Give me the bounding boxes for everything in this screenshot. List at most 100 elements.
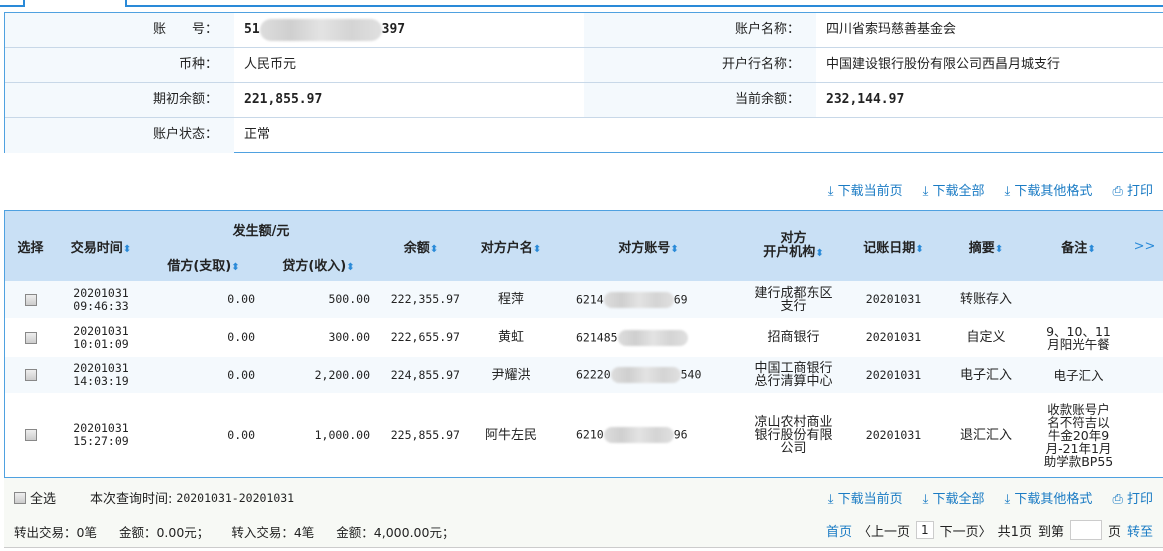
row-checkbox[interactable] bbox=[24, 331, 37, 344]
account-number-label: 账 号： bbox=[5, 13, 234, 47]
download-page-button[interactable]: ⤓ 下载当前页 bbox=[827, 184, 903, 199]
col-balance[interactable]: 余额⬍ bbox=[376, 211, 466, 281]
col-remark[interactable]: 备注⬍ bbox=[1031, 211, 1126, 281]
status-label: 账户状态： bbox=[5, 118, 234, 153]
cell-credit: 500.00 bbox=[261, 281, 376, 318]
incoming-count: 转入交易：4笔 bbox=[231, 525, 315, 540]
sort-icon[interactable]: ⬍ bbox=[429, 243, 439, 255]
account-info-panel: 账 号： 51 397 账户名称： 四川省索玛慈善基金会 币种： 人民币元 开户行… bbox=[4, 12, 1163, 153]
sort-icon[interactable]: ⬍ bbox=[670, 243, 679, 255]
col-date[interactable]: 记账日期⬍ bbox=[846, 211, 941, 281]
prev-page-link[interactable]: 〈上一页 bbox=[858, 524, 911, 540]
download-all-button[interactable]: ⤓ 下载全部 bbox=[922, 184, 985, 199]
row-checkbox[interactable] bbox=[24, 293, 37, 306]
table-row[interactable]: 20201031 14:03:19 0.00 2,200.00 224,855.9… bbox=[5, 357, 1163, 393]
pagination: 首页 〈上一页 1 下一页〉 共1页 到第 页 转至 bbox=[826, 520, 1153, 540]
download-page-button[interactable]: ⤓ 下载当前页 bbox=[827, 492, 903, 507]
cell-institution: 招商银行 bbox=[767, 330, 820, 345]
goto-page-input[interactable] bbox=[1069, 520, 1102, 540]
current-page[interactable]: 1 bbox=[916, 521, 934, 539]
tab-edge bbox=[125, 0, 1163, 7]
sort-icon[interactable]: ⬍ bbox=[915, 243, 924, 255]
sort-icon[interactable]: ⬍ bbox=[815, 247, 824, 259]
col-institution[interactable]: 对方 开户机构⬍ bbox=[741, 211, 846, 281]
print-button[interactable]: ⎙ 打印 bbox=[1112, 492, 1153, 507]
col-time[interactable]: 交易时间⬍ bbox=[56, 211, 146, 281]
col-credit[interactable]: 贷方(收入)⬍ bbox=[261, 247, 376, 281]
col-summary[interactable]: 摘要⬍ bbox=[941, 211, 1031, 281]
first-page-link[interactable]: 首页 bbox=[825, 524, 852, 540]
outgoing-amount: 金额：0.00元； bbox=[118, 525, 210, 540]
cell-balance: 224,855.97 bbox=[376, 357, 466, 393]
select-all-checkbox[interactable] bbox=[14, 491, 26, 504]
account-status: 正常 bbox=[244, 127, 271, 142]
cell-name: 黄虹 bbox=[497, 330, 524, 345]
cell-credit: 2,200.00 bbox=[261, 357, 376, 393]
table-row[interactable]: 20201031 15:27:09 0.00 1,000.00 225,855.9… bbox=[5, 393, 1163, 477]
cell-account: 62220 540 bbox=[556, 357, 741, 393]
row-checkbox[interactable] bbox=[24, 429, 37, 441]
col-name[interactable]: 对方户名⬍ bbox=[466, 211, 556, 281]
col-account[interactable]: 对方账号⬍ bbox=[556, 211, 741, 281]
download-icon: ⤓ bbox=[827, 492, 834, 507]
account-name: 四川省索玛慈善基金会 bbox=[826, 22, 957, 37]
tab-strip bbox=[0, 0, 1163, 8]
incoming-amount: 金额：4,000.00元； bbox=[336, 525, 455, 540]
col-debit[interactable]: 借方(支取)⬍ bbox=[146, 247, 261, 281]
next-page-link[interactable]: 下一页〉 bbox=[939, 524, 992, 540]
more-columns-button[interactable]: >> bbox=[1126, 211, 1163, 281]
cell-name: 尹耀洪 bbox=[466, 357, 556, 393]
download-icon: ⤓ bbox=[1004, 492, 1011, 507]
transactions-table: 选择 交易时间⬍ 发生额/元 余额⬍ 对方户名⬍ 对方账号⬍ 对方 开户机构⬍ 记… bbox=[4, 210, 1163, 478]
download-other-button[interactable]: ⤓ 下载其他格式 bbox=[1004, 184, 1093, 199]
masked-region bbox=[617, 329, 688, 346]
cell-account: 6214 69 bbox=[556, 281, 741, 318]
download-other-button[interactable]: ⤓ 下载其他格式 bbox=[1004, 492, 1093, 507]
query-time-label: 本次查询时间: bbox=[90, 492, 173, 507]
sort-icon[interactable]: ⬍ bbox=[122, 243, 132, 255]
cell-balance: 225,855.97 bbox=[390, 427, 460, 442]
select-all-label[interactable]: 全选 bbox=[30, 492, 57, 507]
download-icon: ⤓ bbox=[1004, 184, 1011, 199]
goto-label: 到第 bbox=[1037, 524, 1064, 540]
cell-time: 20201031 14:03:19 bbox=[56, 357, 146, 393]
cell-remark: 电子汇入 bbox=[1031, 357, 1126, 393]
cell-debit: 0.00 bbox=[227, 330, 255, 344]
total-pages: 共1页 bbox=[997, 524, 1032, 540]
cell-summary: 电子汇入 bbox=[941, 357, 1031, 393]
row-select bbox=[5, 281, 56, 318]
sort-icon[interactable]: ⬍ bbox=[1087, 243, 1096, 255]
cell-account: 621485 bbox=[556, 318, 741, 357]
masked-region bbox=[610, 367, 681, 383]
opening-balance: 221,855.97 bbox=[244, 92, 323, 107]
masked-region bbox=[603, 291, 674, 308]
cell-time: 20201031 09:46:33 bbox=[56, 281, 146, 318]
sort-icon[interactable]: ⬍ bbox=[346, 261, 355, 273]
sort-icon[interactable]: ⬍ bbox=[994, 243, 1004, 255]
download-all-button[interactable]: ⤓ 下载全部 bbox=[922, 492, 985, 507]
cell-balance: 222,655.97 bbox=[390, 330, 460, 344]
toolbar-bottom: ⤓ 下载当前页 ⤓ 下载全部 ⤓ 下载其他格式 ⎙ 打印 bbox=[828, 488, 1153, 507]
table-row[interactable]: 20201031 10:01:09 0.00 300.00 222,655.97 … bbox=[5, 318, 1163, 357]
printer-icon: ⎙ bbox=[1112, 492, 1123, 507]
row-select bbox=[5, 318, 56, 357]
cell-summary: 退汇汇入 bbox=[959, 427, 1012, 443]
sort-icon[interactable]: ⬍ bbox=[231, 261, 240, 273]
masked-region bbox=[259, 18, 382, 41]
cell-remark: 9、10、11月阳光午餐 bbox=[1046, 323, 1111, 352]
sort-icon[interactable]: ⬍ bbox=[532, 243, 542, 255]
currency-label: 币种： bbox=[5, 48, 234, 82]
print-button[interactable]: ⎙ 打印 bbox=[1112, 184, 1153, 199]
table-row[interactable]: 20201031 09:46:33 0.00 500.00 222,355.97 … bbox=[5, 281, 1163, 318]
col-amount-group: 发生额/元 bbox=[146, 211, 376, 247]
row-checkbox[interactable] bbox=[24, 369, 37, 381]
toolbar-top: ⤓ 下载当前页 ⤓ 下载全部 ⤓ 下载其他格式 ⎙ 打印 bbox=[828, 180, 1153, 199]
cell-debit: 0.00 bbox=[146, 357, 261, 393]
cell-summary: 自定义 bbox=[966, 330, 1006, 345]
page-unit: 页 bbox=[1107, 524, 1121, 540]
currency: 人民币元 bbox=[244, 57, 297, 72]
download-icon: ⤓ bbox=[922, 184, 929, 199]
cell-credit: 300.00 bbox=[328, 330, 370, 344]
cell-name: 阿牛左民 bbox=[484, 427, 537, 443]
goto-button[interactable]: 转至 bbox=[1126, 524, 1153, 540]
